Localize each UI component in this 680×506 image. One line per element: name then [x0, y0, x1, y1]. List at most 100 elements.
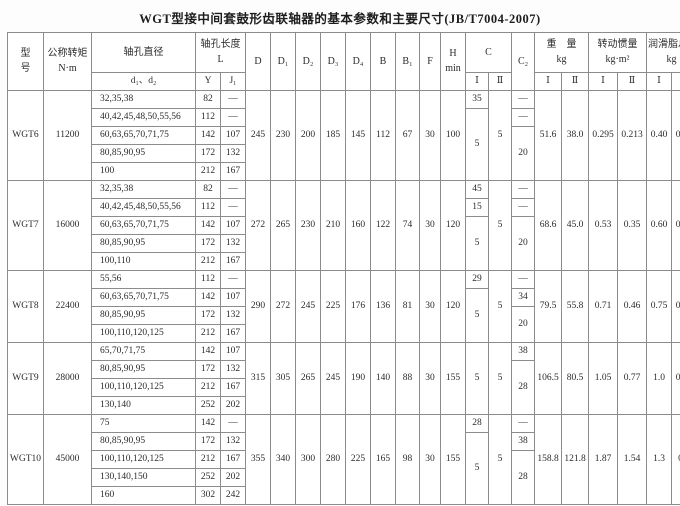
cell-torque: 45000: [43, 414, 92, 505]
cell-length-J1: 107: [220, 288, 246, 307]
cell-length-J1: 107: [220, 126, 246, 145]
cell-inertia-I: 0.295: [588, 90, 619, 181]
cell-bore-diameters: 80,85,90,95: [91, 234, 196, 253]
cell-grease-I: 0.40: [646, 90, 673, 181]
cell-length-J1: 167: [220, 378, 246, 397]
cell-D2: 230: [295, 180, 321, 271]
cell-C-II: 5: [487, 90, 513, 181]
cell-weight-I: 68.6: [534, 180, 563, 271]
cell-bore-diameters: 80,85,90,95: [91, 144, 196, 163]
cell-D2: 300: [295, 414, 321, 505]
header-model: 型 号: [7, 32, 44, 91]
cell-length-Y: 252: [195, 396, 221, 415]
cell-C-I: 45: [465, 180, 489, 199]
cell-F: 30: [419, 270, 441, 343]
cell-F: 30: [419, 342, 441, 415]
cell-B: 136: [370, 270, 396, 343]
cell-bore-diameters: 100,110: [91, 252, 196, 271]
cell-length-J1: —: [220, 198, 246, 217]
header-model-bottom: 号: [20, 62, 31, 74]
cell-weight-I: 79.5: [534, 270, 563, 343]
cell-bore-diameters: 55,56: [91, 270, 196, 289]
cell-length-J1: 167: [220, 324, 246, 343]
cell-length-J1: —: [220, 90, 246, 109]
cell-bore-diameters: 80,85,90,95: [91, 306, 196, 325]
table-row: 80,85,90,95 172 132 20: [8, 306, 680, 343]
cell-C-I: 35: [465, 90, 489, 109]
header-C: C: [464, 32, 513, 73]
header-weight: 重 量 kg: [534, 32, 590, 73]
header-D: D: [245, 32, 271, 91]
cell-bore-diameters: 40,42,45,48,50,55,56: [91, 108, 196, 127]
cell-grease-II: 0.9: [671, 414, 680, 505]
cell-B: 165: [370, 414, 396, 505]
cell-D3: 210: [320, 180, 346, 271]
cell-grease-II: 0.79: [671, 342, 680, 415]
cell-bore-diameters: 80,85,90,95: [91, 360, 196, 379]
cell-grease-I: 1.0: [646, 342, 673, 415]
header-grease-II: Ⅱ: [671, 72, 680, 91]
header-H-sub: min: [445, 62, 461, 74]
header-bore-length-label: 轴孔长度: [200, 39, 241, 50]
coupling-spec-table: 型 号 公称转矩 N·m 轴孔直径 轴孔长度 L D D₁ D₂ D₃ D₄ B: [7, 32, 680, 505]
cell-D4: 225: [345, 414, 371, 505]
cell-grease-I: 0.60: [646, 180, 673, 271]
cell-C-II: 5: [487, 414, 513, 505]
cell-inertia-II: 0.213: [617, 90, 648, 181]
cell-length-Y: 142: [195, 342, 221, 361]
cell-D3: 280: [320, 414, 346, 505]
cell-D4: 176: [345, 270, 371, 343]
cell-bore-diameters: 100: [91, 162, 196, 181]
header-D3: D₃: [320, 32, 346, 91]
cell-length-Y: 112: [195, 198, 221, 217]
cell-length-J1: 202: [220, 468, 246, 487]
cell-weight-II: 80.5: [561, 342, 590, 415]
cell-length-J1: 132: [220, 432, 246, 451]
cell-D: 272: [245, 180, 271, 271]
cell-inertia-I: 1.05: [588, 342, 619, 415]
cell-length-J1: 132: [220, 306, 246, 325]
cell-C-I: 5: [465, 108, 489, 181]
cell-weight-I: 106.5: [534, 342, 563, 415]
cell-Hmin: 120: [440, 180, 466, 271]
cell-length-Y: 212: [195, 252, 221, 271]
cell-B1: 88: [395, 342, 420, 415]
header-D2: D₂: [295, 32, 321, 91]
cell-inertia-II: 0.35: [617, 180, 648, 271]
table-row: WGT8 22400 55,56 112—290 272 245 225 176 136 81 30…: [7, 270, 680, 343]
cell-bore-diameters: 32,35,38: [91, 90, 196, 109]
table-row: 160 302 242: [8, 486, 680, 505]
cell-F: 30: [419, 414, 441, 505]
cell-D3: 185: [320, 90, 346, 181]
cell-bore-diameters: 60,63,65,70,71,75: [91, 288, 196, 307]
header-inertia: 转动惯量 kg·m²: [588, 32, 648, 73]
table-row: 130,140,150 252 202: [8, 468, 680, 487]
cell-B1: 67: [395, 90, 420, 181]
table-row: WGT7 16000 32,35,38 82—272 265 230 210 160 122 74…: [7, 180, 680, 271]
cell-B: 140: [370, 342, 396, 415]
header-torque: 公称转矩 N·m: [43, 32, 92, 91]
cell-length-Y: 172: [195, 234, 221, 253]
cell-weight-II: 38.0: [561, 90, 590, 181]
header-torque-label: 公称转矩: [47, 48, 88, 59]
cell-B1: 74: [395, 180, 420, 271]
cell-model: WGT10: [7, 414, 44, 505]
cell-bore-diameters: 160: [91, 486, 196, 505]
cell-B: 112: [370, 90, 396, 181]
cell-D: 315: [245, 342, 271, 415]
cell-length-Y: 172: [195, 360, 221, 379]
cell-D: 290: [245, 270, 271, 343]
cell-B: 122: [370, 180, 396, 271]
cell-inertia-I: 0.71: [588, 270, 619, 343]
cell-torque: 22400: [43, 270, 92, 343]
cell-C2: 20: [511, 306, 536, 343]
cell-length-J1: 242: [220, 486, 246, 505]
cell-bore-diameters: 100,110,120,125: [91, 378, 196, 397]
cell-length-Y: 302: [195, 486, 221, 505]
cell-bore-diameters: 60,63,65,70,71,75: [91, 216, 196, 235]
cell-inertia-I: 1.87: [588, 414, 619, 505]
cell-bore-diameters: 130,140: [91, 396, 196, 415]
cell-weight-II: 121.8: [561, 414, 590, 505]
cell-grease-II: 0.55: [671, 270, 680, 343]
cell-C2: 38: [511, 342, 536, 361]
